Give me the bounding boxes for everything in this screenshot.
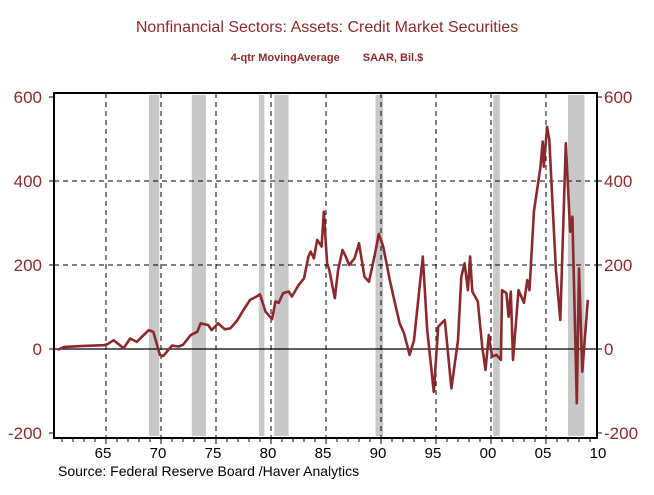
y-tick-label-left: 0 (33, 340, 42, 359)
subtitle-units: SAAR, Bil.$ (362, 52, 424, 64)
y-tick-label-right: 400 (604, 172, 632, 191)
y-tick-label-left: -200 (8, 424, 42, 443)
x-tick-label: 80 (260, 445, 277, 462)
subtitle-moving-average: 4-qtr MovingAverage (230, 52, 340, 64)
series-line (57, 125, 590, 405)
x-tick-label: 75 (205, 445, 222, 462)
x-tick-label: 65 (95, 445, 112, 462)
y-tick-label-left: 400 (14, 172, 42, 191)
y-tick-label-left: 200 (14, 256, 42, 275)
y-tick-label-right: 0 (604, 340, 613, 359)
x-tick-label: 05 (535, 445, 552, 462)
y-tick-label-right: -200 (604, 424, 638, 443)
source-note: Source: Federal Reserve Board /Haver Ana… (58, 463, 360, 479)
chart-title: Nonfinancial Sectors: Assets: Credit Mar… (135, 19, 519, 36)
x-tick-label: 70 (150, 445, 167, 462)
chart-subtitle: 4-qtr MovingAverage SAAR, Bil.$ (0, 52, 654, 64)
y-tick-label-right: 600 (604, 88, 632, 107)
x-tick-label: 85 (315, 445, 332, 462)
x-tick-label: 10 (590, 445, 607, 462)
x-tick-label: 90 (370, 445, 387, 462)
y-tick-label-left: 600 (14, 88, 42, 107)
x-tick-label: 00 (480, 445, 497, 462)
x-tick-label: 95 (425, 445, 442, 462)
y-tick-label-right: 200 (604, 256, 632, 275)
